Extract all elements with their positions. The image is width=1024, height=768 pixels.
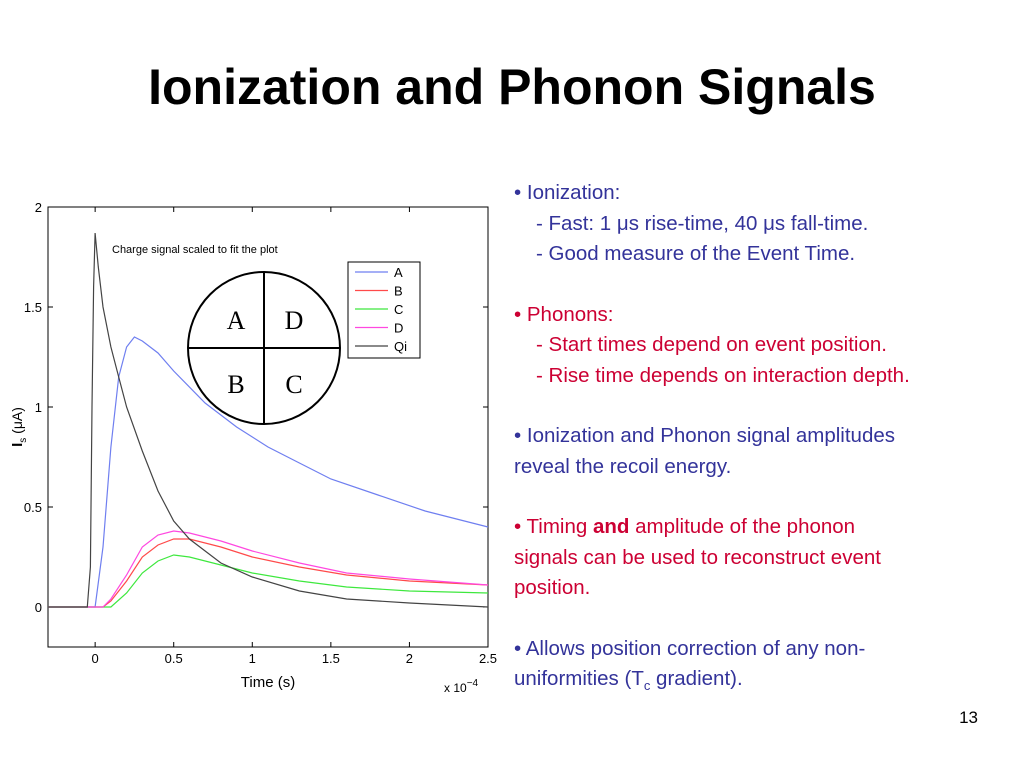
chart-annotation: Charge signal scaled to fit the plot [112,244,278,256]
bullet-position-sub: c [643,678,651,694]
y-tick-label: 0.5 [24,500,42,515]
x-axis-multiplier: x 10−4 [444,678,479,695]
x-tick-label: 1.5 [322,651,340,666]
bullet-ionization-sub2: - Good measure of the Event Time. [536,242,856,265]
bullet-phonons-sub2: - Rise time depends on interaction depth… [536,363,910,387]
x-axis-label: Time (s) [241,674,295,691]
bullet-timing-pre: • Timing [514,515,593,538]
bullet-list: • Ionization: - Fast: 1 μs rise-time, 40… [514,178,1014,702]
bullet-position-line1: • Allows position correction of any non- [514,636,866,660]
series-line-d [48,530,489,608]
slide-title: Ionization and Phonon Signals [148,59,876,115]
bullet-phonons-sub1: - Start times depend on event position. [536,333,887,356]
x-tick-label: 0.5 [165,651,183,666]
bullet-timing-line2: signals can be used to reconstruct event [514,545,881,569]
x-tick-label: 0 [92,651,99,666]
quadrant-label-a: A [227,306,246,335]
y-axis-label: Is (μA) [9,407,29,447]
quadrant-label-d: D [285,306,304,335]
legend-label-c: C [394,302,403,317]
bullet-amplitudes-line1: • Ionization and Phonon signal amplitude… [514,424,895,447]
bullet-phonons-head: • Phonons: [514,302,614,326]
y-tick-label: 1.5 [24,300,42,315]
y-tick-label: 1 [35,400,42,415]
bullet-timing-post: amplitude of the phonon [629,515,856,538]
y-tick-label: 2 [35,200,42,215]
legend-label-a: A [394,265,403,280]
bullet-amplitudes-line2: reveal the recoil energy. [514,454,732,478]
bullet-ionization-head: • Ionization: [514,181,621,204]
quadrant-label-b: B [227,370,244,399]
bullet-timing-line1: • Timing and amplitude of the phonon [514,512,1014,543]
x-tick-label: 2.5 [479,651,497,666]
bullet-timing-bold: and [592,515,630,538]
signal-chart: 0 0.5 1 1.5 2 2.5 0 0.5 1 1.5 2 Charge signal scal… [9,200,497,695]
bullet-timing-line3: position. [514,576,591,599]
legend-label-b: B [394,284,403,299]
legend-box [347,261,421,359]
svg-text:Is (μA): Is (μA) [9,407,29,447]
series-line-b [48,538,489,608]
legend-label-d: D [394,321,403,336]
series-lines [48,232,489,608]
bullet-position-line2b: gradient). [650,667,743,690]
page-number: 13 [959,708,978,727]
series-line-qi [48,232,489,608]
bullet-position-line2: uniformities (Tc gradient). [514,664,1014,702]
bullet-position-line2a: uniformities (T [514,667,644,690]
x-tick-label: 2 [406,651,413,666]
bullet-ionization-sub1: - Fast: 1 μs rise-time, 40 μs fall-time. [536,211,869,235]
quadrant-diagram: A D B C [187,271,341,425]
x-tick-label: 1 [249,651,256,666]
series-line-a [48,336,489,608]
quadrant-label-c: C [285,370,302,399]
legend-label-qi: Qi [394,339,407,354]
series-line-c [48,554,489,608]
y-tick-label: 0 [35,600,42,615]
